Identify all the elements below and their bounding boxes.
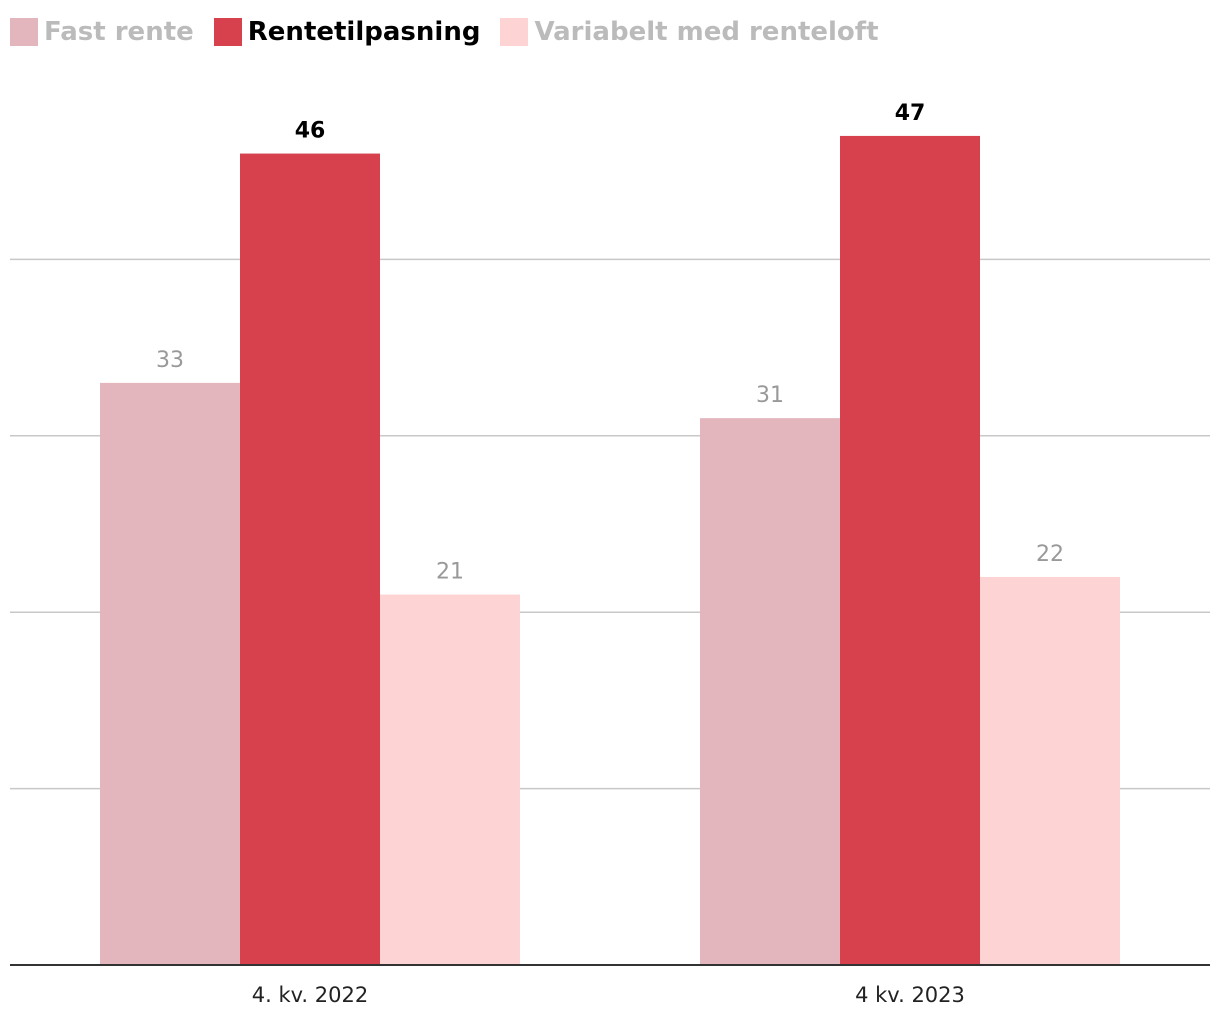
legend: Fast rente Rentetilpasning Variabelt med r… [10, 14, 899, 50]
x-tick-label: 4 kv. 2023 [855, 983, 965, 1007]
bar [700, 418, 840, 965]
legend-label: Variabelt med renteloft [534, 17, 879, 47]
data-label: 46 [295, 119, 326, 144]
legend-item[interactable]: Rentetilpasning [213, 17, 481, 47]
legend-item[interactable]: Fast rente [10, 17, 194, 47]
bar [240, 153, 380, 965]
bar [840, 135, 980, 966]
data-label: 31 [756, 383, 784, 408]
x-tick-label: 4. kv. 2022 [252, 983, 368, 1007]
data-label: 47 [895, 101, 926, 126]
bar [980, 576, 1120, 965]
legend-label: Fast rente [44, 17, 194, 47]
legend-swatch [213, 18, 242, 46]
legend-swatch [500, 18, 529, 46]
data-label: 21 [436, 560, 464, 585]
data-label: 33 [156, 348, 184, 373]
legend-label: Rentetilpasning [247, 17, 481, 47]
data-label: 22 [1036, 542, 1064, 567]
legend-swatch [10, 18, 38, 46]
bar [380, 594, 520, 965]
legend-item[interactable]: Variabelt med renteloft [500, 17, 879, 47]
bar [100, 382, 240, 965]
